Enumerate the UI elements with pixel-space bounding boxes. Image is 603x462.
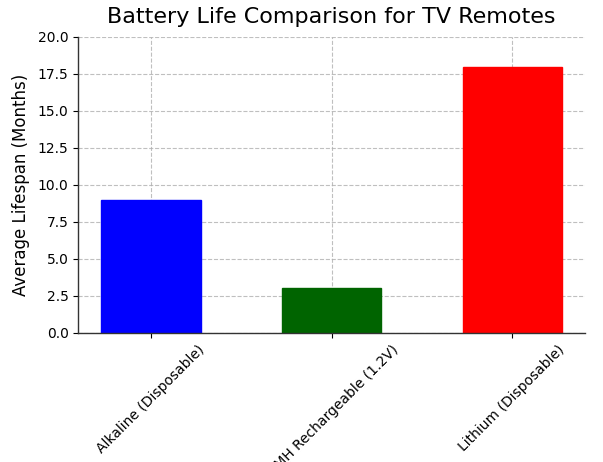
Bar <box>101 200 201 333</box>
Title: Battery Life Comparison for TV Remotes: Battery Life Comparison for TV Remotes <box>107 7 556 27</box>
Bar <box>463 67 562 333</box>
Y-axis label: Average Lifespan (Months): Average Lifespan (Months) <box>11 73 30 296</box>
Bar <box>282 288 381 333</box>
